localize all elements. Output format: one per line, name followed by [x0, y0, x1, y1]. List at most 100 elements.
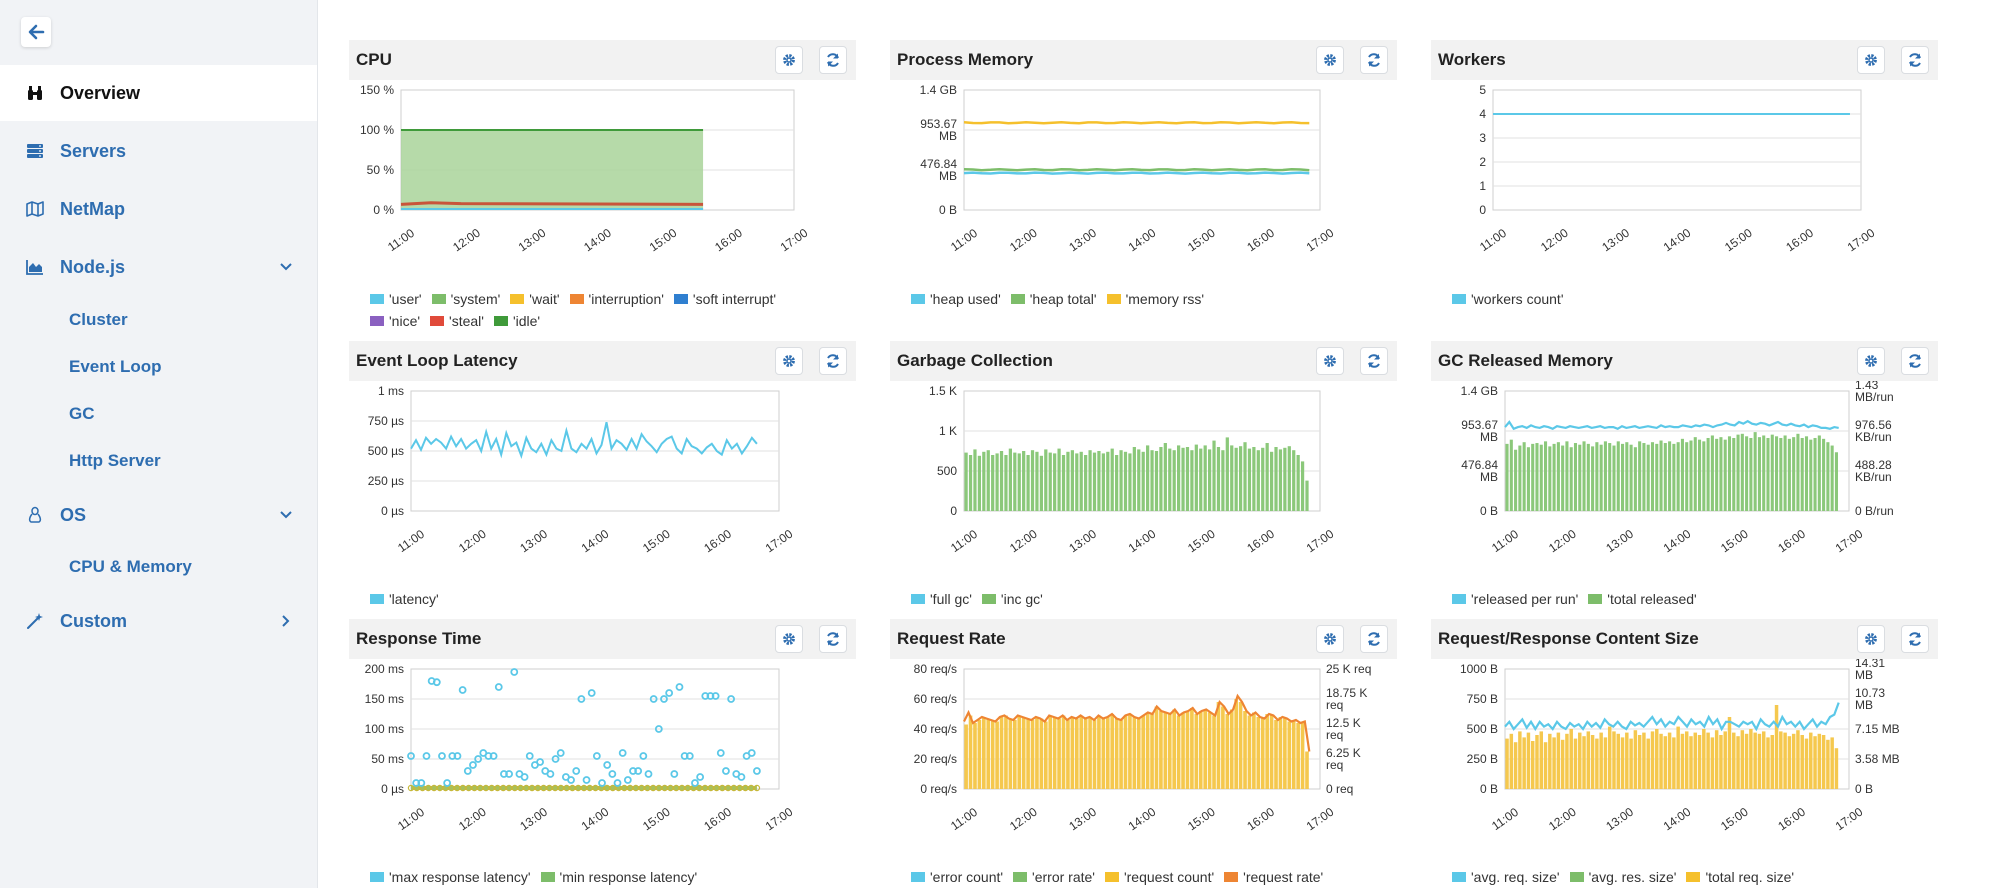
- chevron-down-icon[interactable]: [279, 508, 293, 522]
- server-icon: [24, 140, 46, 162]
- legend-item[interactable]: 'user': [370, 288, 422, 310]
- bar-inc-gc: [1269, 451, 1274, 511]
- legend-item[interactable]: 'idle': [493, 310, 540, 332]
- settings-button[interactable]: [1316, 347, 1344, 375]
- refresh-button[interactable]: [1901, 46, 1929, 74]
- settings-button[interactable]: [1316, 46, 1344, 74]
- bar-request-count: [1203, 709, 1207, 789]
- legend-item[interactable]: 'workers count': [1452, 288, 1564, 310]
- bar-inc-gc: [1044, 449, 1048, 511]
- bar-request-count: [1154, 706, 1159, 789]
- legend-item[interactable]: 'interruption': [569, 288, 664, 310]
- legend-item[interactable]: 'request count': [1104, 866, 1214, 888]
- legend-item[interactable]: 'wait': [510, 288, 560, 310]
- back-button[interactable]: [21, 17, 51, 47]
- sidebar-item-netmap[interactable]: NetMap: [0, 181, 317, 237]
- y-tick-label: 1 K: [939, 424, 957, 438]
- chevron-right-icon[interactable]: [279, 614, 293, 628]
- bar-total-req-size: [1791, 733, 1796, 789]
- refresh-button[interactable]: [1901, 347, 1929, 375]
- legend-item[interactable]: 'heap total': [1010, 288, 1097, 310]
- legend-item[interactable]: 'inc gc': [981, 588, 1043, 610]
- refresh-button[interactable]: [1901, 625, 1929, 653]
- bar-inc-gc: [999, 451, 1004, 511]
- legend-item[interactable]: 'released per run': [1452, 588, 1578, 610]
- sidebar-item-servers[interactable]: Servers: [0, 123, 317, 179]
- refresh-button[interactable]: [1360, 625, 1388, 653]
- y-tick-label: 4: [1479, 107, 1486, 121]
- bar-total-req-size: [1603, 737, 1608, 789]
- sidebar-subitem-event-loop[interactable]: Event Loop: [69, 357, 162, 376]
- sidebar-item-nodejs[interactable]: Node.js: [0, 239, 317, 295]
- point-max-latency: [711, 692, 720, 700]
- sidebar-subitem-cluster[interactable]: Cluster: [69, 310, 128, 329]
- bar-inc-gc: [1261, 447, 1265, 511]
- settings-button[interactable]: [775, 347, 803, 375]
- chevron-down-icon[interactable]: [279, 260, 293, 274]
- bar-inc-gc: [1300, 461, 1305, 511]
- refresh-button[interactable]: [1360, 46, 1388, 74]
- legend-item[interactable]: 'steal': [430, 310, 484, 332]
- legend-item[interactable]: 'avg. res. size': [1569, 866, 1676, 888]
- panel-header: Garbage Collection: [890, 341, 1397, 381]
- bar-request-count: [1278, 717, 1283, 789]
- bar-total-released: [1817, 435, 1821, 511]
- settings-button[interactable]: [1857, 347, 1885, 375]
- legend-item[interactable]: 'max response latency': [370, 866, 531, 888]
- sidebar-item-os[interactable]: OS: [0, 487, 317, 543]
- bar-total-released: [1552, 443, 1556, 511]
- legend-item[interactable]: 'soft interrupt': [673, 288, 776, 310]
- y-tick-label: 5: [1479, 83, 1486, 97]
- refresh-button[interactable]: [1360, 347, 1388, 375]
- bar-inc-gc: [1013, 452, 1017, 511]
- bar-inc-gc: [1199, 448, 1203, 511]
- sidebar-subitem-http-server[interactable]: Http Server: [69, 451, 161, 470]
- cpu-chart: 0 % 50 % 100 % 150 % 11:00 12:00 13:00 14:00 15:…: [360, 83, 811, 254]
- legend-item[interactable]: 'total released': [1588, 588, 1697, 610]
- sidebar-item-overview[interactable]: Overview: [0, 65, 317, 121]
- bar-total-req-size: [1569, 729, 1573, 789]
- y-tick-label: 476.84 MB: [920, 157, 957, 183]
- settings-button[interactable]: [1857, 625, 1885, 653]
- legend-item[interactable]: 'memory rss': [1106, 288, 1204, 310]
- refresh-icon: [1368, 354, 1380, 368]
- refresh-icon: [827, 53, 839, 67]
- legend-swatch: [569, 294, 584, 304]
- sidebar-subitem-gc[interactable]: GC: [69, 404, 95, 423]
- legend-swatch: [911, 594, 925, 604]
- panel-event-loop-latency: Event Loop Latency 0 µs 250 µs 500 µs 750 µ…: [349, 341, 856, 607]
- bar-request-count: [1287, 721, 1292, 789]
- x-tick-label: 16:00: [1775, 804, 1808, 833]
- sidebar: Overview Servers NetMap Node.js: [0, 0, 318, 888]
- gc-released-memory-chart: 0 B 476.84 MB 953.67 MB 1.4 GB 0 B/run 488.28 KB…: [1461, 381, 1894, 555]
- panel-title: Workers: [1438, 50, 1506, 69]
- settings-button[interactable]: [1316, 625, 1344, 653]
- bar-total-released: [1603, 441, 1607, 511]
- x-tick-label: 14:00: [1126, 526, 1159, 555]
- legend-item[interactable]: 'nice': [370, 310, 420, 332]
- legend-item[interactable]: 'min response latency': [540, 866, 697, 888]
- legend-swatch: [493, 316, 508, 326]
- legend-item[interactable]: 'latency': [370, 588, 439, 610]
- legend-item[interactable]: 'error count': [911, 866, 1003, 888]
- bar-total-req-size: [1552, 737, 1556, 789]
- legend-item[interactable]: 'avg. req. size': [1452, 866, 1560, 888]
- point-max-latency: [458, 686, 467, 694]
- refresh-button[interactable]: [819, 347, 847, 375]
- settings-button[interactable]: [775, 625, 803, 653]
- refresh-button[interactable]: [819, 625, 847, 653]
- legend-item[interactable]: 'full gc': [911, 588, 972, 610]
- bar-inc-gc: [1252, 447, 1256, 511]
- legend-item[interactable]: 'request rate': [1224, 866, 1323, 888]
- line-series: [963, 120, 1310, 125]
- legend-item[interactable]: 'error rate': [1013, 866, 1095, 888]
- settings-button[interactable]: [1857, 46, 1885, 74]
- refresh-button[interactable]: [819, 46, 847, 74]
- settings-button[interactable]: [775, 46, 803, 74]
- legend-item[interactable]: 'total req. size': [1686, 866, 1794, 888]
- sidebar-subitem-cpu-memory[interactable]: CPU & Memory: [69, 557, 192, 576]
- legend-item[interactable]: 'heap used': [911, 288, 1001, 310]
- bar-total-req-size: [1749, 729, 1753, 789]
- legend-item[interactable]: 'system': [431, 288, 500, 310]
- sidebar-item-custom[interactable]: Custom: [0, 593, 317, 649]
